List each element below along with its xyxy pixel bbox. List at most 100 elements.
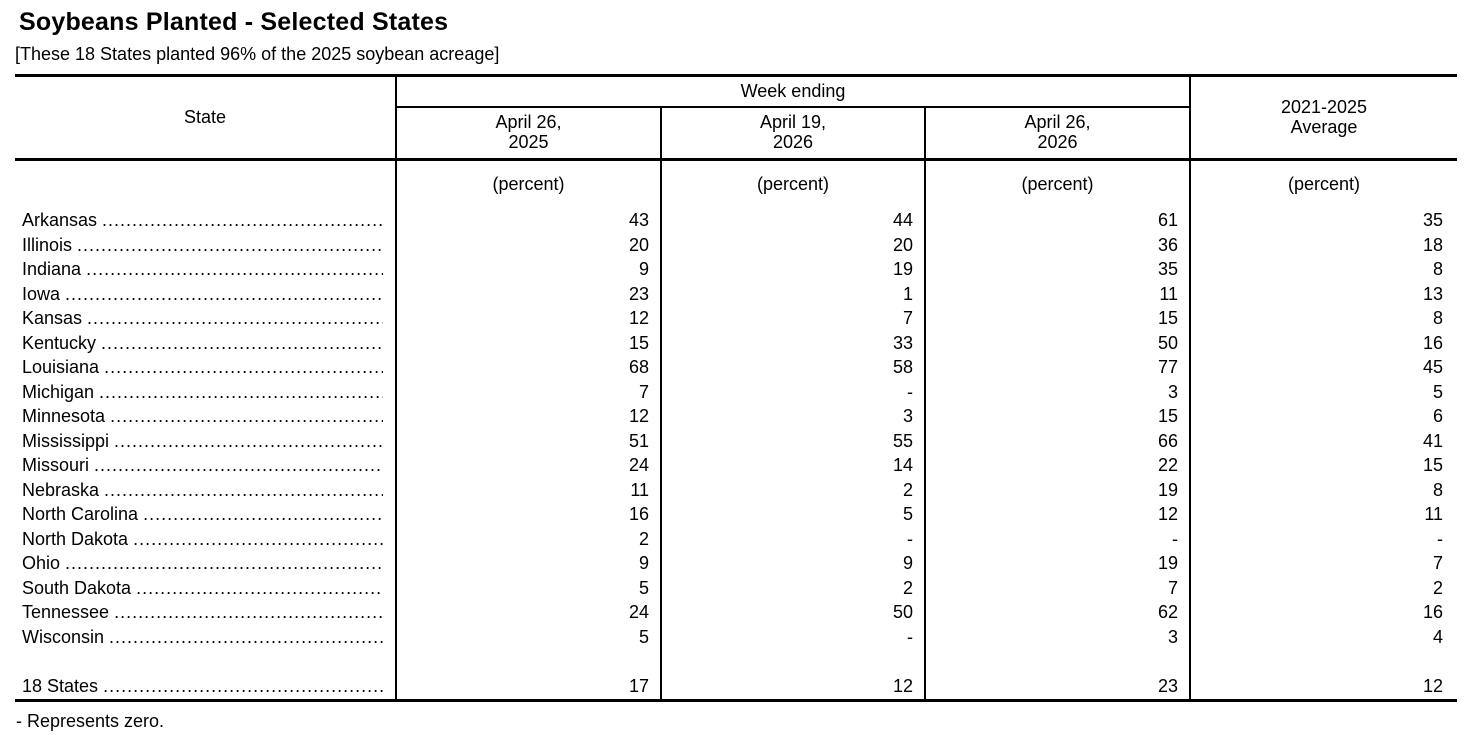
state-column-header: State <box>15 75 396 161</box>
dot-leader: ........................................… <box>94 456 383 476</box>
value-cell: 8 <box>1189 257 1458 282</box>
value-cell: 13 <box>1189 282 1458 307</box>
dot-leader: ........................................… <box>65 284 383 304</box>
state-label: Arkansas <box>22 211 98 231</box>
state-label: Mississippi <box>22 431 110 451</box>
table-row: Kansas..................................… <box>15 306 1458 331</box>
table-row: Kentucky................................… <box>15 331 1458 356</box>
value-cell: 41 <box>1189 429 1458 454</box>
value-cell: 2 <box>660 478 925 503</box>
dot-leader: ........................................… <box>114 603 383 623</box>
dot-leader: ........................................… <box>87 309 383 329</box>
value-cell: 44 <box>660 208 925 233</box>
value-cell: 2 <box>1189 576 1458 601</box>
value-cell: - <box>660 527 925 552</box>
average-header-line2: Average <box>1290 116 1358 137</box>
week-ending-row: State Week ending 2021-2025 Average <box>15 75 1458 161</box>
footnote: - Represents zero. <box>16 711 165 731</box>
dot-leader: ........................................… <box>77 235 383 255</box>
value-cell: 17 <box>395 673 661 701</box>
value-cell: 20 <box>660 233 925 258</box>
state-cell: South Dakota............................… <box>15 576 396 601</box>
value-cell: 6 <box>1189 404 1458 429</box>
table-row: Ohio....................................… <box>15 551 1458 577</box>
value-cell: 12 <box>660 673 925 701</box>
state-label: Missouri <box>22 456 90 476</box>
dot-leader: ........................................… <box>103 676 383 696</box>
value-cell: 23 <box>395 282 661 307</box>
value-cell: 50 <box>660 600 925 625</box>
value-cell: 68 <box>395 355 661 380</box>
state-label: North Dakota <box>22 529 129 549</box>
value-cell: 22 <box>923 453 1191 478</box>
state-label: North Carolina <box>22 505 139 525</box>
value-cell: 11 <box>923 282 1191 307</box>
table-row: Tennessee...............................… <box>15 600 1458 625</box>
value-cell: 16 <box>1189 600 1458 625</box>
state-cell: Nebraska................................… <box>15 478 396 503</box>
average-header-line1: 2021-2025 <box>1280 97 1368 118</box>
dot-leader: ........................................… <box>99 382 383 402</box>
value-cell: 9 <box>395 551 661 576</box>
value-cell: - <box>660 625 925 650</box>
table-row: Missouri................................… <box>15 453 1458 478</box>
value-cell: 11 <box>395 478 661 503</box>
table-row: Illinois................................… <box>15 233 1458 258</box>
dot-leader: ........................................… <box>102 211 383 231</box>
value-cell: 16 <box>1189 331 1458 356</box>
dot-leader: ........................................… <box>104 358 383 378</box>
state-cell: North Dakota............................… <box>15 527 396 552</box>
value-cell: 45 <box>1189 355 1458 380</box>
value-cell: 3 <box>923 625 1191 650</box>
table-row: Indiana.................................… <box>15 257 1458 283</box>
value-cell: 5 <box>395 625 661 650</box>
state-cell: Wisconsin...............................… <box>15 625 396 650</box>
state-cell: Illinois................................… <box>15 233 396 258</box>
value-cell: 9 <box>395 257 661 282</box>
date-header-row: April 26, 2025 April 19, 2026 April 26, … <box>15 106 1457 161</box>
state-label: 18 States <box>22 676 99 696</box>
value-cell: 8 <box>1189 306 1458 331</box>
value-cell: 61 <box>923 208 1191 233</box>
value-cell: 19 <box>923 478 1191 503</box>
value-cell: 33 <box>660 331 925 356</box>
value-cell: 43 <box>395 208 661 233</box>
value-cell: 1 <box>660 282 925 307</box>
unit-label: (percent) <box>1189 159 1458 209</box>
value-cell: 12 <box>1189 673 1458 701</box>
table-row: South Dakota............................… <box>15 576 1458 601</box>
date-column-header-2: April 19, 2026 <box>660 106 925 161</box>
unit-row: (percent) (percent) (percent) (percent) <box>15 159 1458 209</box>
state-cell: Michigan................................… <box>15 380 396 405</box>
dot-leader: ........................................… <box>143 505 383 525</box>
value-cell: 24 <box>395 453 661 478</box>
state-label: Kansas <box>22 309 83 329</box>
state-cell: Indiana.................................… <box>15 258 396 283</box>
table-row: Arkansas................................… <box>15 208 1458 233</box>
unit-label: (percent) <box>660 159 925 209</box>
value-cell: 2 <box>660 576 925 601</box>
state-cell: Ohio....................................… <box>15 552 396 577</box>
value-cell: 62 <box>923 600 1191 625</box>
value-cell: 15 <box>1189 453 1458 478</box>
dot-leader: ........................................… <box>109 627 383 647</box>
table-row: North Carolina..........................… <box>15 502 1458 527</box>
value-cell: 5 <box>395 576 661 601</box>
state-label: Michigan <box>22 382 95 402</box>
value-cell: 15 <box>923 306 1191 331</box>
dot-leader: ........................................… <box>65 554 383 574</box>
value-cell: 15 <box>923 404 1191 429</box>
state-cell: 18 States...............................… <box>15 674 396 701</box>
value-cell: 23 <box>923 673 1191 701</box>
week-ending-header: Week ending <box>394 75 1191 108</box>
value-cell: 16 <box>395 502 661 527</box>
dot-leader: ........................................… <box>101 333 383 353</box>
state-label: Louisiana <box>22 358 100 378</box>
average-column-header: 2021-2025 Average <box>1189 75 1458 161</box>
state-label: Kentucky <box>22 333 97 353</box>
dot-leader: ........................................… <box>104 480 383 500</box>
value-cell: 77 <box>923 355 1191 380</box>
value-cell: 7 <box>660 306 925 331</box>
state-cell: Mississippi.............................… <box>15 429 396 454</box>
state-label: Iowa <box>22 284 61 304</box>
